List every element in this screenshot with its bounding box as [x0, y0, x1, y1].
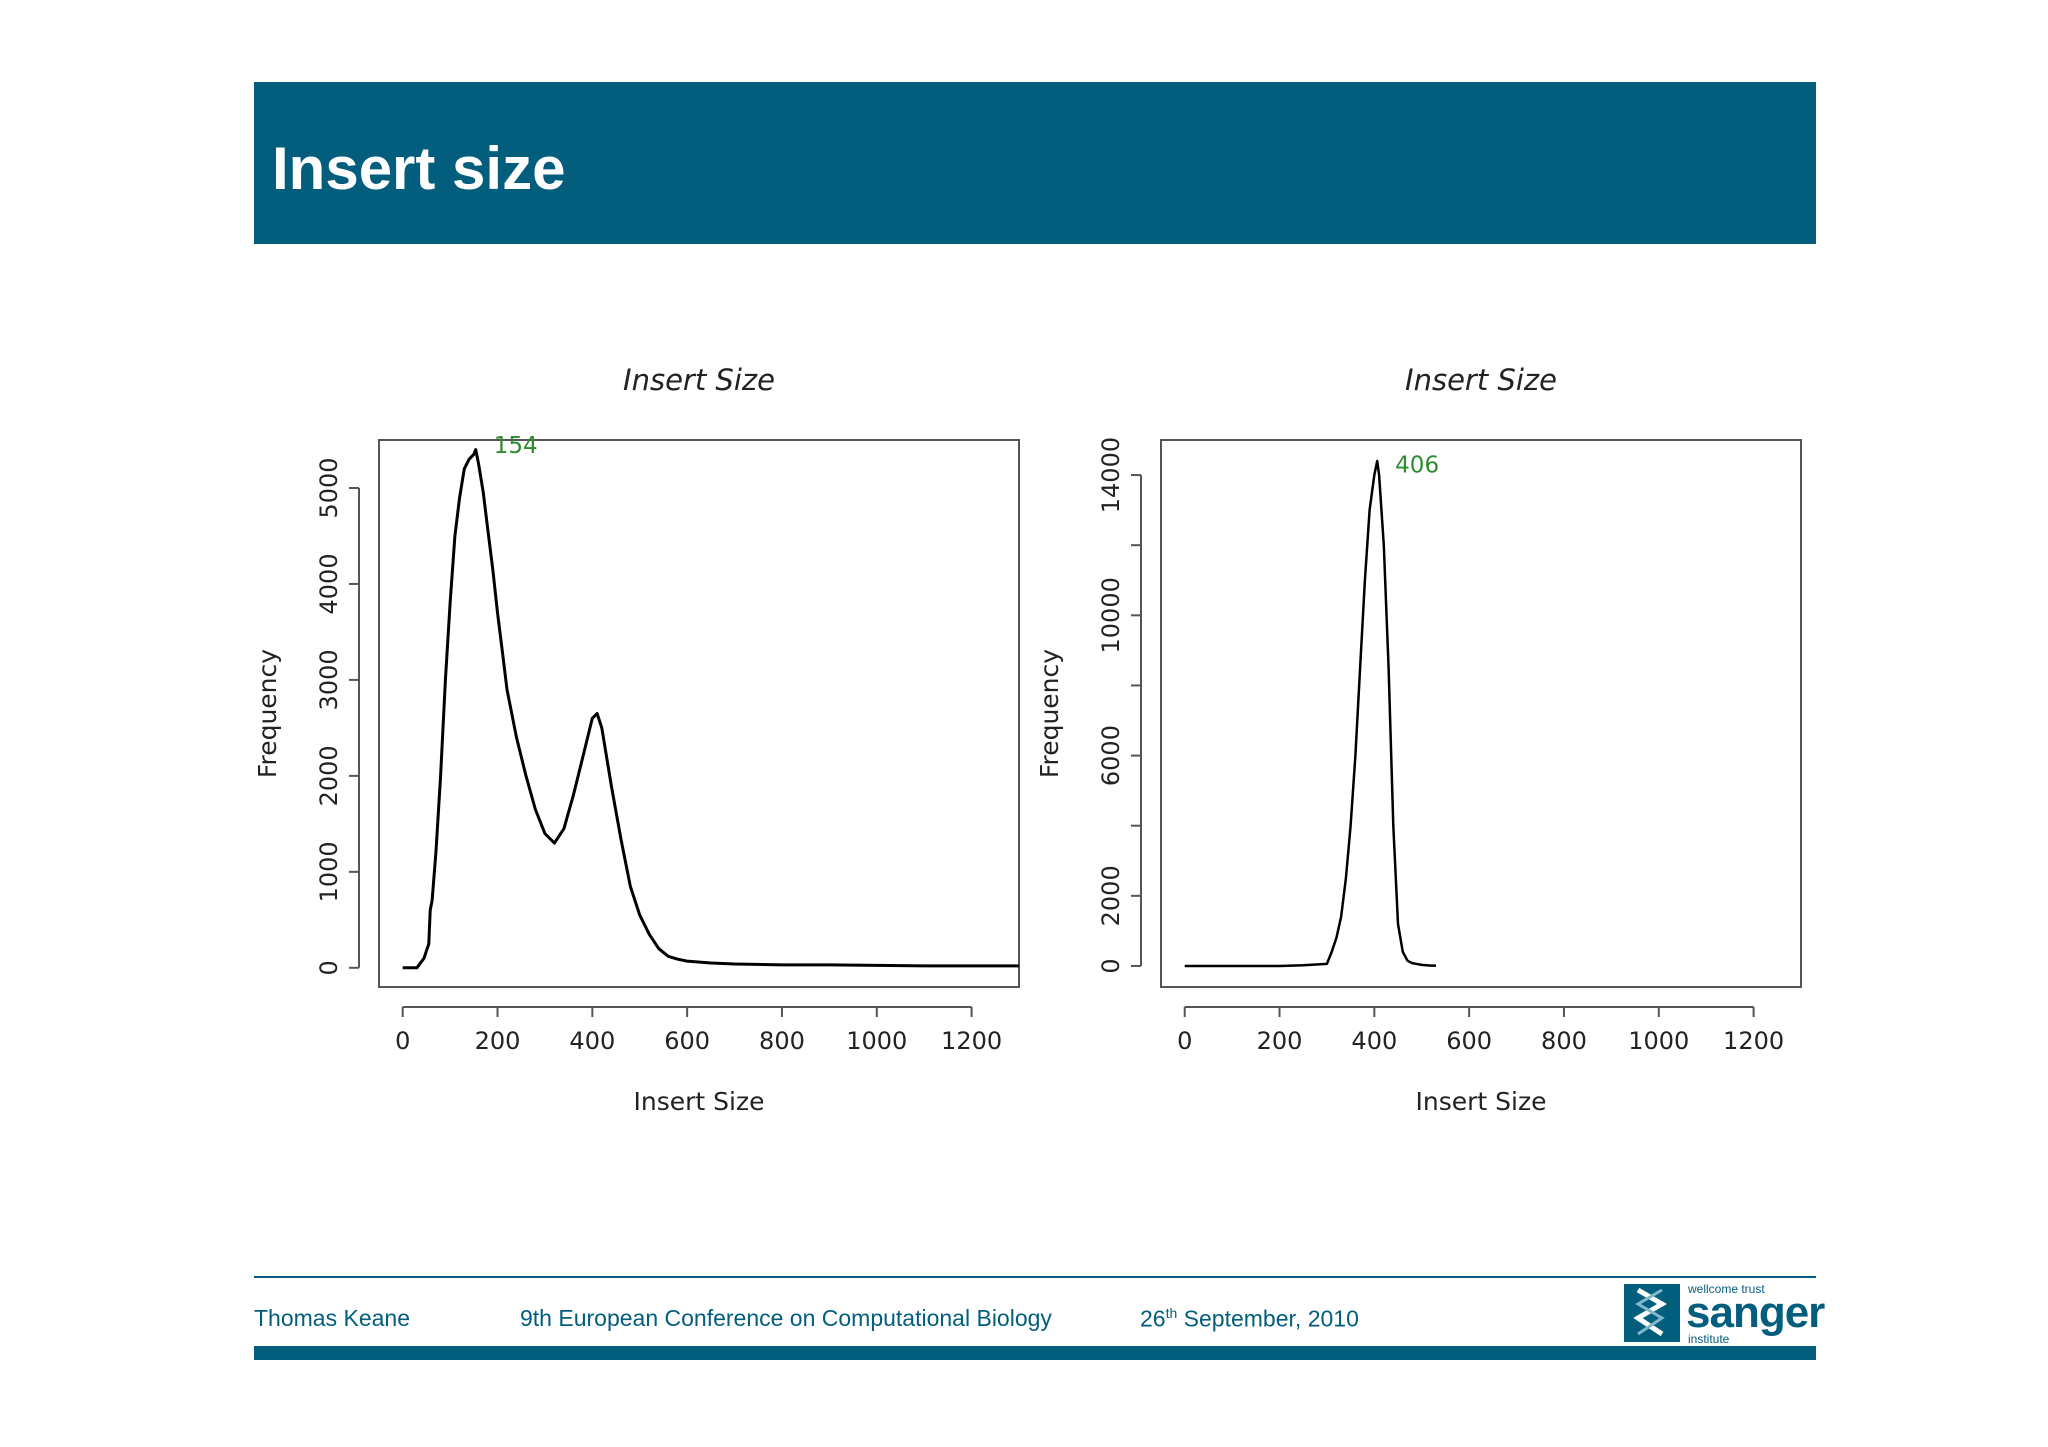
chart0-y-tick-label: 0 [315, 960, 343, 975]
chart0-x-tick-label: 800 [759, 1027, 805, 1055]
chart0-title: Insert Size [623, 363, 775, 397]
chart1-y-tick-label: 0 [1097, 958, 1125, 973]
slide-title: Insert size [272, 135, 566, 202]
chart0-x-tick-label: 400 [569, 1027, 615, 1055]
chart0-y-tick-label: 1000 [315, 841, 343, 902]
chart0-x-tick-label: 600 [664, 1027, 710, 1055]
chart1-x-axis-title: Insert Size [1416, 1087, 1547, 1116]
chart0-x-tick-label: 200 [475, 1027, 521, 1055]
title-bar: Insert size [254, 82, 1816, 244]
footer-date-rest: September, 2010 [1177, 1305, 1359, 1332]
chart1-x-tick-label: 0 [1177, 1027, 1192, 1055]
chart1-plot-frame [1160, 439, 1802, 988]
logo-mark-icon [1624, 1284, 1680, 1342]
chart1-y-tick-label: 10000 [1097, 577, 1125, 653]
chart1-y-axis-title: Frequency [1036, 649, 1064, 778]
chart0-x-tick-label: 0 [395, 1027, 410, 1055]
logo-institute-text: institute [1688, 1332, 1730, 1346]
chart1-x-tick-label: 200 [1257, 1027, 1303, 1055]
chart-right: Insert Size 0 200 400 600 800 1000 1200 Insert S… [1036, 363, 1802, 1116]
chart1-x-tick-label: 600 [1446, 1027, 1492, 1055]
chart1-y-tick-label: 14000 [1097, 437, 1125, 513]
chart0-y-tick-label: 2000 [315, 745, 343, 806]
chart1-x-tick-label: 800 [1541, 1027, 1587, 1055]
chart1-title: Insert Size [1405, 363, 1557, 397]
chart0-y-tick-label: 5000 [315, 457, 343, 518]
chart1-x-tick-label: 400 [1351, 1027, 1397, 1055]
footer-band [254, 1346, 1816, 1360]
sanger-logo: wellcome trust sanger institute [1624, 1282, 1825, 1346]
chart1-x-tick-label: 1200 [1723, 1027, 1784, 1055]
chart0-series-line-0 [402, 448, 1019, 970]
chart0-x-tick-label: 1000 [846, 1027, 907, 1055]
footer-author: Thomas Keane [254, 1305, 410, 1331]
footer-date-day: 26 [1140, 1305, 1166, 1332]
chart0-y-tick-label: 3000 [315, 649, 343, 710]
chart0-x-axis-title: Insert Size [634, 1087, 765, 1116]
chart0-y-tick-label: 4000 [315, 553, 343, 614]
footer-date: 26th September, 2010 [1140, 1305, 1359, 1333]
chart0-x-tick-label: 1200 [941, 1027, 1002, 1055]
chart1-x-tick-label: 1000 [1628, 1027, 1689, 1055]
footer-conference: 9th European Conference on Computational… [520, 1305, 1052, 1331]
chart1-peak-annotation: 406 [1395, 453, 1439, 479]
chart0-plot-frame [378, 439, 1020, 988]
chart-left: Insert Size 0 200 400 600 800 1000 1200 Insert S… [254, 363, 1020, 1116]
logo-sanger-text: sanger [1686, 1288, 1825, 1337]
chart1-y-tick-label: 6000 [1097, 725, 1125, 786]
chart1-series-line-0 [1184, 459, 1436, 968]
footer-date-suffix: th [1165, 1305, 1178, 1321]
footer-divider [254, 1276, 1816, 1278]
chart0-y-axis-title: Frequency [254, 649, 282, 778]
logo-wellcome-text: wellcome trust [1688, 1282, 1765, 1296]
chart0-peak-annotation: 154 [494, 433, 538, 459]
chart1-y-tick-label: 2000 [1097, 865, 1125, 926]
